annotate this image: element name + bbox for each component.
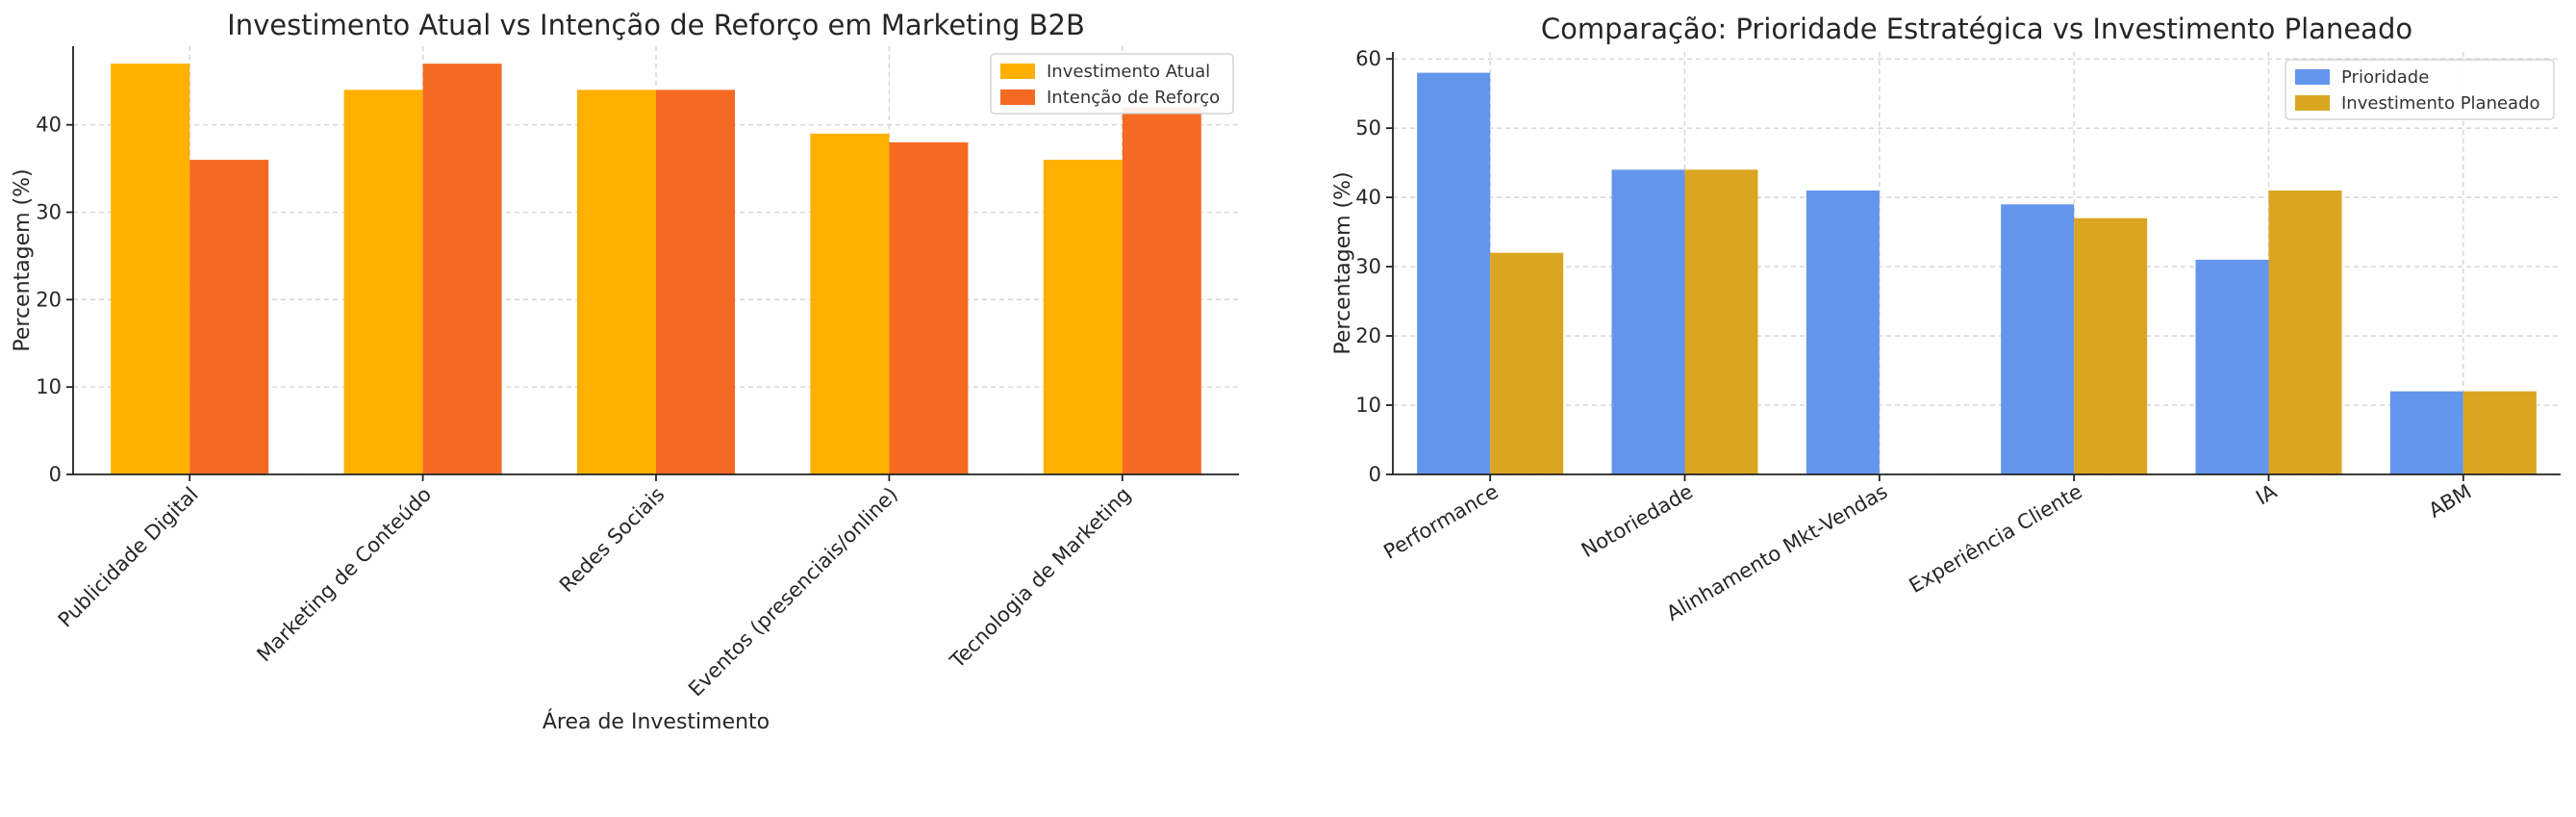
x-tick-label: Redes Sociais <box>555 483 669 598</box>
y-tick-label: 60 <box>1355 47 1381 70</box>
legend-swatch <box>2295 95 2330 111</box>
y-tick-label: 0 <box>1369 463 1381 486</box>
bar-prioridade <box>2001 204 2075 474</box>
y-tick-label: 40 <box>36 114 62 137</box>
chart-title: Investimento Atual vs Intenção de Reforç… <box>227 9 1085 41</box>
y-tick-label: 10 <box>36 375 62 398</box>
bar-investimento-atual <box>111 64 190 474</box>
bar-prioridade <box>2195 259 2269 474</box>
x-tick-label: Alinhamento Mkt-Vendas <box>1662 480 1891 626</box>
y-tick-label: 20 <box>36 288 62 311</box>
y-axis-label: Percentagem (%) <box>11 168 35 351</box>
x-tick-label: Performance <box>1379 480 1502 564</box>
y-tick-label: 20 <box>1355 324 1381 347</box>
bar-prioridade <box>1611 169 1685 474</box>
bar-inten-o-de-refor-o <box>189 160 269 474</box>
bar-inten-o-de-refor-o <box>422 64 502 474</box>
bar-inten-o-de-refor-o <box>656 89 735 474</box>
bar-prioridade <box>1806 190 1880 474</box>
legend-entry: Intenção de Reforço <box>1047 88 1220 108</box>
legend-frame <box>2285 59 2555 120</box>
x-tick-label: ABM <box>2425 480 2476 523</box>
chart-2: Comparação: Prioridade Estratégica vs In… <box>1331 13 2561 626</box>
x-tick-label: Notoriedade <box>1578 480 1697 563</box>
bar-investimento-planeado <box>2462 391 2537 474</box>
legend: Prioridade Investimento Planeado <box>2285 59 2555 120</box>
chart-1: Investimento Atual vs Intenção de Reforç… <box>11 9 1239 734</box>
y-tick-label: 0 <box>49 463 62 486</box>
y-tick-label: 40 <box>1355 186 1381 209</box>
bar-investimento-planeado <box>1684 169 1758 474</box>
bar-investimento-atual <box>343 89 423 474</box>
x-tick-label: Eventos (presenciais/online) <box>684 483 902 702</box>
bar-investimento-atual <box>577 89 656 474</box>
legend-swatch <box>1000 89 1035 105</box>
y-tick-label: 30 <box>36 201 62 224</box>
bar-inten-o-de-refor-o <box>889 141 969 475</box>
x-tick-label: Experiência Cliente <box>1906 480 2086 598</box>
bar-investimento-planeado <box>2268 190 2342 474</box>
x-tick-label: IA <box>2252 479 2281 509</box>
legend-entry: Prioridade <box>2341 67 2429 88</box>
legend-swatch <box>1000 64 1035 79</box>
bar-inten-o-de-refor-o <box>1122 107 1201 475</box>
bar-investimento-planeado <box>2074 217 2148 474</box>
legend-swatch <box>2295 69 2330 85</box>
legend: Investimento Atual Intenção de Reforço <box>990 53 1234 115</box>
bar-prioridade <box>1417 72 1491 475</box>
legend-entry: Investimento Atual <box>1047 62 1210 82</box>
bar-prioridade <box>2389 391 2463 474</box>
y-tick-label: 10 <box>1355 394 1381 417</box>
legend-frame <box>990 53 1234 115</box>
y-tick-label: 50 <box>1355 116 1381 140</box>
x-axis-label: Área de Investimento <box>543 709 770 734</box>
y-tick-label: 30 <box>1355 255 1381 278</box>
x-tick-label: Publicidade Digital <box>54 483 203 632</box>
bar-investimento-planeado <box>1490 252 1564 474</box>
x-tick-label: Marketing de Conteúdo <box>252 483 436 667</box>
bar-investimento-atual <box>810 133 890 474</box>
legend-entry: Investimento Planeado <box>2341 93 2540 114</box>
x-tick-label: Tecnologia de Marketing <box>945 483 1135 674</box>
chart-title: Comparação: Prioridade Estratégica vs In… <box>1541 13 2412 45</box>
y-axis-label: Percentagem (%) <box>1331 171 1355 354</box>
bar-investimento-atual <box>1043 160 1123 474</box>
